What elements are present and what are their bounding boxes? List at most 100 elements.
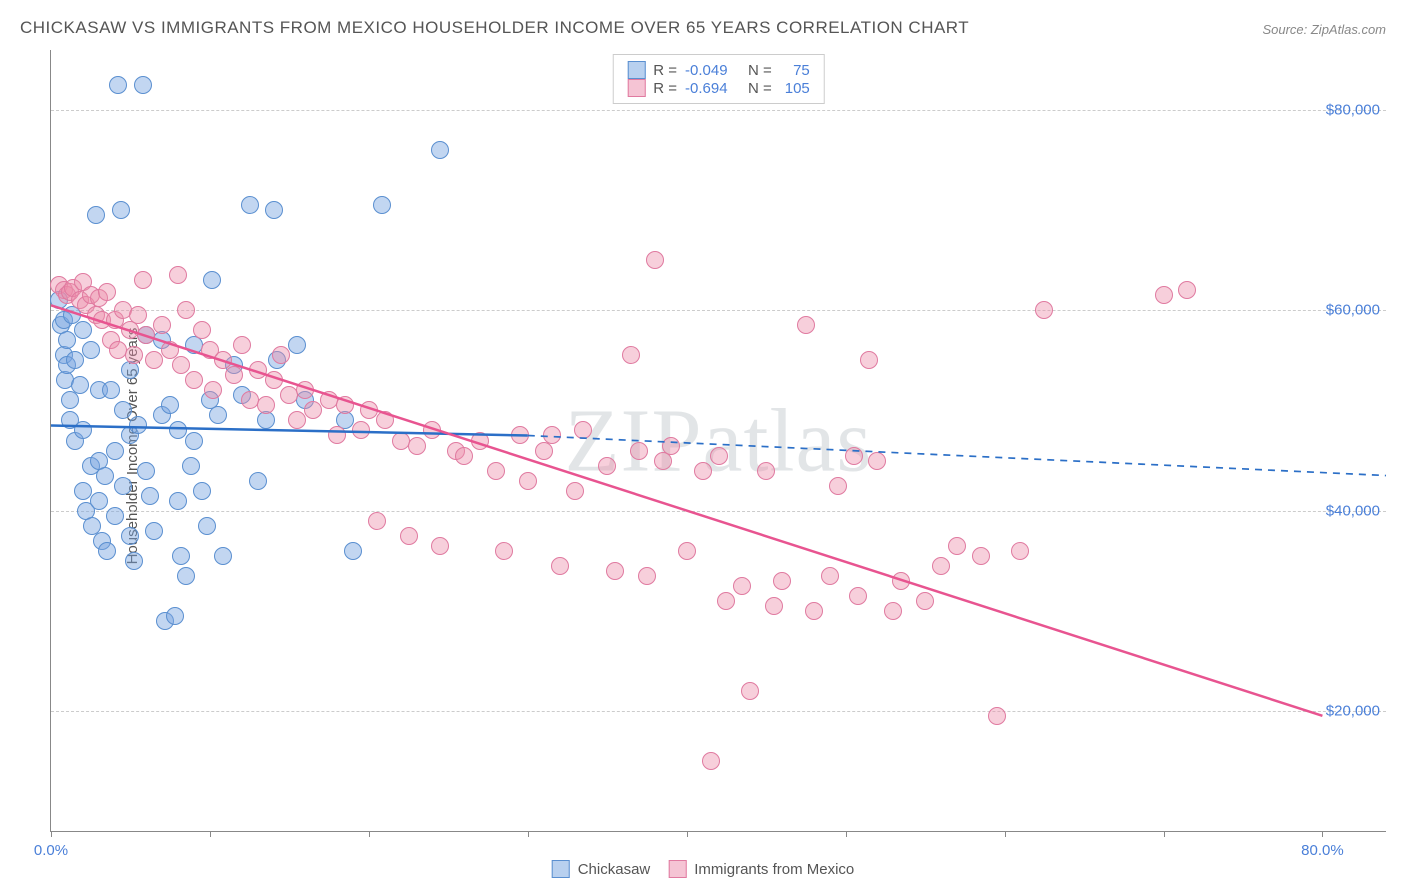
data-point <box>87 206 105 224</box>
trend-lines <box>51 50 1386 831</box>
data-point <box>1011 542 1029 560</box>
data-point <box>694 462 712 480</box>
data-point <box>137 326 155 344</box>
y-tick-label: $80,000 <box>1326 102 1380 119</box>
data-point <box>431 537 449 555</box>
data-point <box>241 196 259 214</box>
data-point <box>106 442 124 460</box>
data-point <box>471 432 489 450</box>
data-point <box>511 426 529 444</box>
data-point <box>82 341 100 359</box>
data-point <box>868 452 886 470</box>
data-point <box>106 507 124 525</box>
data-point <box>773 572 791 590</box>
data-point <box>352 421 370 439</box>
data-point <box>336 396 354 414</box>
data-point <box>233 336 251 354</box>
data-point <box>177 301 195 319</box>
data-point <box>805 602 823 620</box>
data-point <box>214 547 232 565</box>
data-point <box>495 542 513 560</box>
data-point <box>423 421 441 439</box>
data-point <box>145 351 163 369</box>
data-point <box>373 196 391 214</box>
data-point <box>141 487 159 505</box>
data-point <box>265 371 283 389</box>
data-point <box>96 467 114 485</box>
swatch-series-1 <box>627 61 645 79</box>
data-point <box>265 201 283 219</box>
data-point <box>114 477 132 495</box>
data-point <box>376 411 394 429</box>
x-tick-mark <box>1005 831 1006 837</box>
data-point <box>344 542 362 560</box>
data-point <box>203 271 221 289</box>
data-point <box>765 597 783 615</box>
gridline <box>51 511 1386 512</box>
data-point <box>169 421 187 439</box>
data-point <box>431 141 449 159</box>
data-point <box>551 557 569 575</box>
gridline <box>51 310 1386 311</box>
swatch-series-2 <box>627 79 645 97</box>
x-tick-mark <box>846 831 847 837</box>
data-point <box>646 251 664 269</box>
watermark: ZIPatlas <box>565 389 873 492</box>
data-point <box>182 457 200 475</box>
data-point <box>109 76 127 94</box>
data-point <box>74 421 92 439</box>
data-point <box>112 201 130 219</box>
data-point <box>288 411 306 429</box>
x-tick-mark <box>51 831 52 837</box>
gridline <box>51 711 1386 712</box>
data-point <box>58 331 76 349</box>
legend-stats: R = -0.049 N = 75 R = -0.694 N = 105 <box>612 54 825 104</box>
data-point <box>1035 301 1053 319</box>
data-point <box>566 482 584 500</box>
data-point <box>102 381 120 399</box>
data-point <box>360 401 378 419</box>
data-point <box>204 381 222 399</box>
y-tick-label: $20,000 <box>1326 702 1380 719</box>
x-tick-label: 80.0% <box>1301 842 1344 859</box>
data-point <box>932 557 950 575</box>
data-point <box>125 552 143 570</box>
data-point <box>153 316 171 334</box>
data-point <box>849 587 867 605</box>
data-point <box>121 527 139 545</box>
data-point <box>797 316 815 334</box>
legend-row-2: R = -0.694 N = 105 <box>627 79 810 97</box>
data-point <box>598 457 616 475</box>
x-tick-mark <box>687 831 688 837</box>
legend-item-1: Chickasaw <box>552 860 651 878</box>
data-point <box>892 572 910 590</box>
data-point <box>757 462 775 480</box>
data-point <box>845 447 863 465</box>
data-point <box>948 537 966 555</box>
gridline <box>51 110 1386 111</box>
data-point <box>717 592 735 610</box>
data-point <box>74 482 92 500</box>
data-point <box>733 577 751 595</box>
data-point <box>166 607 184 625</box>
data-point <box>172 547 190 565</box>
data-point <box>66 351 84 369</box>
data-point <box>125 346 143 364</box>
data-point <box>137 462 155 480</box>
x-tick-mark <box>1164 831 1165 837</box>
data-point <box>257 396 275 414</box>
data-point <box>134 271 152 289</box>
data-point <box>225 366 243 384</box>
data-point <box>368 512 386 530</box>
data-point <box>408 437 426 455</box>
x-tick-mark <box>528 831 529 837</box>
data-point <box>134 76 152 94</box>
y-tick-label: $60,000 <box>1326 302 1380 319</box>
legend-bottom: Chickasaw Immigrants from Mexico <box>552 860 855 878</box>
data-point <box>288 336 306 354</box>
data-point <box>972 547 990 565</box>
y-tick-label: $40,000 <box>1326 502 1380 519</box>
data-point <box>193 482 211 500</box>
data-point <box>1155 286 1173 304</box>
data-point <box>400 527 418 545</box>
